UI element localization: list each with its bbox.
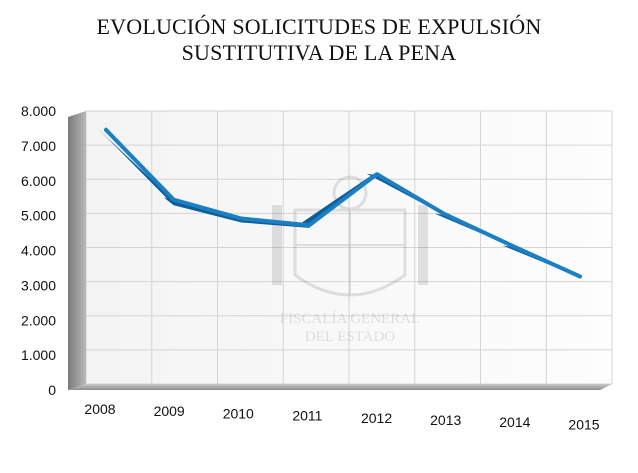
y-tick-label-4: 4.000 (21, 243, 56, 259)
data-point-2011 (307, 223, 311, 227)
x-tick-label-2009: 2009 (154, 403, 185, 419)
y-tick-label-0: 0 (48, 382, 56, 398)
chart-side-wall (68, 111, 86, 390)
y-axis-ticks: 0 1.000 2.000 3.000 4.000 5.000 6.000 7.000 8.00… (21, 103, 56, 398)
data-point-2012 (375, 172, 379, 176)
floor-panel (68, 384, 612, 390)
data-point-2009 (172, 198, 176, 202)
watermark-text-0: FISCALÍA GENERAL (280, 310, 420, 327)
x-tick-label-2010: 2010 (223, 405, 254, 421)
x-tick-label-2013: 2013 (430, 412, 461, 428)
x-tick-label-2014: 2014 (499, 414, 530, 430)
y-tick-label-7: 7.000 (21, 138, 56, 154)
chart-title-line-1: EVOLUCIÓN SOLICITUDES DE EXPULSIÓN (96, 14, 542, 39)
watermark-text-1: DEL ESTADO (305, 329, 395, 345)
seal-shield (293, 208, 407, 297)
seal-column-right (418, 205, 428, 285)
data-point-2014 (510, 244, 514, 248)
x-tick-label-2015: 2015 (568, 416, 599, 432)
side-wall-panel (68, 111, 86, 390)
data-point-2008 (104, 128, 108, 132)
chart-floor (68, 384, 612, 390)
y-tick-label-8: 8.000 (21, 103, 56, 119)
x-tick-label-2011: 2011 (292, 408, 322, 424)
y-tick-label-5: 5.000 (21, 208, 56, 224)
seal-column-left (272, 205, 282, 285)
x-axis-ticks: 2008 2009 2010 2011 2012 2013 2014 2015 (84, 401, 599, 432)
y-tick-label-1: 1.000 (21, 347, 56, 363)
x-tick-label-2008: 2008 (84, 401, 115, 417)
data-point-2013 (443, 212, 447, 216)
y-tick-label-6: 6.000 (21, 173, 56, 189)
seal-crown (332, 175, 368, 211)
chart-title: EVOLUCIÓN SOLICITUDES DE EXPULSIÓN SUSTI… (0, 14, 638, 66)
data-point-2015 (578, 275, 582, 279)
x-tick-label-2012: 2012 (361, 410, 392, 426)
y-tick-label-2: 2.000 (21, 312, 56, 328)
series-line-0 (104, 127, 582, 279)
data-point-2010 (239, 216, 243, 220)
chart-title-line-2: SUSTITUTIVA DE LA PENA (181, 40, 457, 65)
y-tick-label-3: 3.000 (21, 277, 56, 293)
series-line (96, 126, 582, 279)
watermark-seal: FISCALÍA GENERAL DEL ESTADO (272, 175, 428, 345)
